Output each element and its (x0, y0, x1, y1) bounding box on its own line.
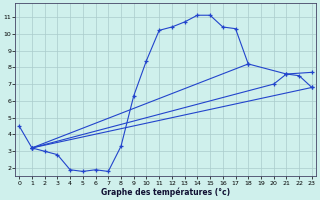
X-axis label: Graphe des températures (°c): Graphe des températures (°c) (101, 187, 230, 197)
